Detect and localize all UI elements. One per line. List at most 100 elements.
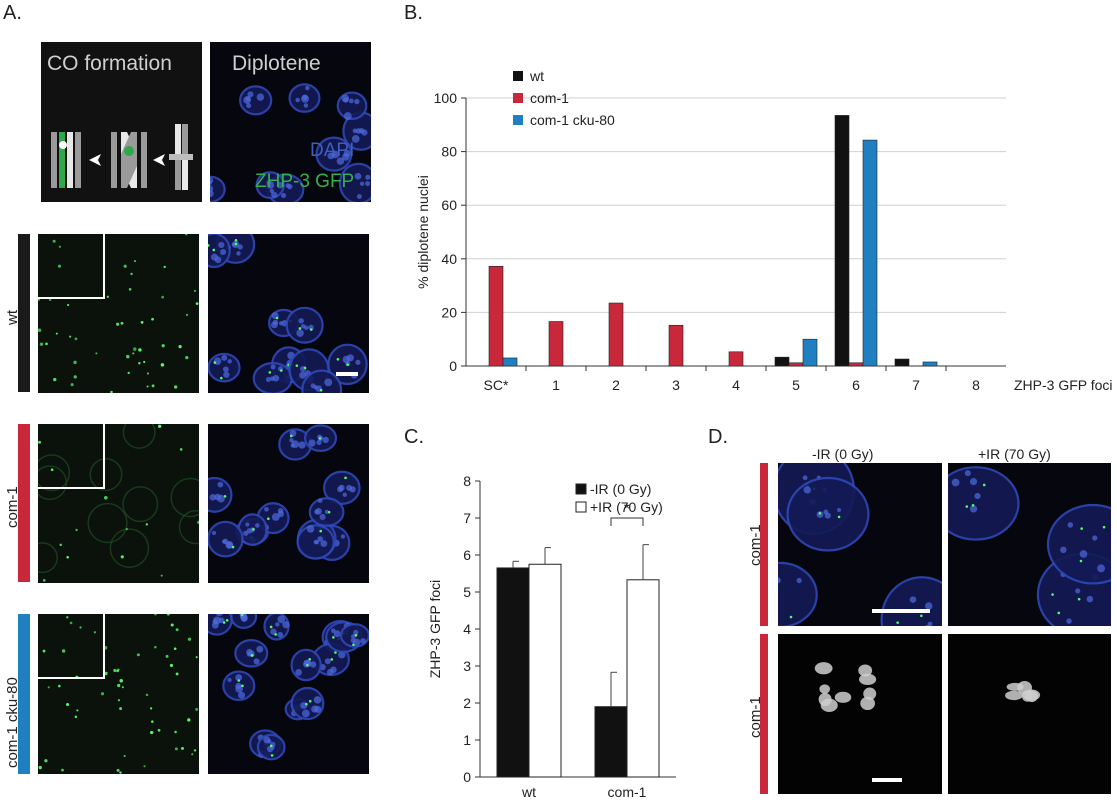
chromosome-body xyxy=(1005,690,1023,701)
chromatin xyxy=(336,157,345,165)
y-axis-label: ZHP-3 GFP foci xyxy=(427,580,443,679)
gfp-focus xyxy=(116,322,120,326)
chromatin xyxy=(269,188,274,194)
chromatin xyxy=(272,319,279,326)
chromosome-body xyxy=(860,696,875,711)
gfp-focus xyxy=(59,543,62,547)
bar xyxy=(668,324,684,367)
chromatin xyxy=(277,615,286,624)
chromatin xyxy=(1066,618,1072,624)
y-tick-label: 3 xyxy=(463,658,471,674)
chromatin xyxy=(1060,546,1067,554)
gfp-focus xyxy=(160,363,165,367)
gfp-focus xyxy=(74,337,78,341)
chromatin xyxy=(1092,535,1098,541)
gfp-focus xyxy=(50,468,54,472)
chromatin xyxy=(243,96,251,104)
y-tick-label: 0 xyxy=(463,769,471,785)
chromosome-body xyxy=(820,698,838,712)
gfp-focus xyxy=(195,656,198,659)
chromosome-body xyxy=(859,673,877,685)
y-axis-label: % diplotene nuclei xyxy=(415,175,431,289)
panel-c-label: C. xyxy=(404,426,424,448)
row-label-com1: com-1 xyxy=(4,486,21,528)
gfp-focus xyxy=(120,321,124,325)
gfp-focus xyxy=(100,692,105,696)
gfp-focus xyxy=(174,730,177,734)
panel-b-label: B. xyxy=(404,2,423,24)
row-label-wt: wt xyxy=(4,310,21,325)
gfp-focus xyxy=(125,354,130,359)
gfp-focus xyxy=(166,614,170,616)
row-label-com1-cku80: com-1 cku-80 xyxy=(4,677,21,768)
chromatin xyxy=(316,439,322,446)
chromosome-body xyxy=(834,691,852,703)
chromatin xyxy=(317,498,323,504)
d-dapi-no-ir xyxy=(778,634,942,794)
gfp-focus xyxy=(151,720,154,723)
gfp-focus xyxy=(119,707,123,711)
chromatin xyxy=(317,536,323,542)
chromatin xyxy=(241,616,247,622)
d-row-label-1: com-1 xyxy=(747,524,764,566)
panel-d-label: D. xyxy=(708,426,728,448)
gfp-focus xyxy=(117,699,121,702)
y-tick-label: 6 xyxy=(463,547,471,563)
gfp-focus xyxy=(231,545,235,549)
chromatin xyxy=(310,383,316,389)
chromatin xyxy=(220,249,227,256)
gfp-focus xyxy=(174,385,178,389)
gfp-focus xyxy=(1051,593,1054,596)
nucleus-outline xyxy=(170,477,199,518)
gfp-focus xyxy=(127,371,130,375)
gfp-focus xyxy=(58,245,61,248)
gfp-focus xyxy=(237,679,241,682)
gfp-focus xyxy=(116,669,119,673)
gfp-focus xyxy=(193,289,197,292)
gfp-focus xyxy=(93,631,97,634)
chromatin xyxy=(291,440,300,449)
inset-frame-com1 xyxy=(38,424,105,489)
chromatin xyxy=(1097,564,1106,573)
x-tick-label: wt xyxy=(521,784,536,800)
gfp-focus xyxy=(130,272,133,276)
gfp-focus xyxy=(132,352,135,355)
bar xyxy=(626,579,660,778)
gfp-focus xyxy=(160,574,163,577)
y-tick-label: 20 xyxy=(441,304,457,320)
chromatin xyxy=(927,621,933,626)
gfp-focus xyxy=(149,707,153,710)
gfp-focus xyxy=(140,321,144,324)
y-tick-label: 100 xyxy=(434,90,458,106)
chromatin xyxy=(222,539,227,544)
gfp-focus xyxy=(195,302,199,306)
gfp-focus xyxy=(69,335,72,338)
gfp-focus xyxy=(965,505,969,508)
bar xyxy=(502,357,518,367)
chromatin xyxy=(263,736,271,744)
gfp-focus xyxy=(42,649,46,653)
chromatin xyxy=(266,180,272,185)
gfp-focus xyxy=(305,702,308,706)
chromatin xyxy=(221,354,228,361)
gfp-focus xyxy=(104,495,108,500)
gfp-focus xyxy=(158,424,162,428)
chromatin xyxy=(351,135,360,143)
gfp-focus xyxy=(197,520,199,524)
gfp-focus xyxy=(74,715,78,719)
nucleus xyxy=(948,466,1020,541)
chromatin xyxy=(342,492,347,497)
nucleus xyxy=(210,175,226,202)
gfp-focus xyxy=(185,234,188,236)
gfp-focus xyxy=(213,361,217,364)
chromatin xyxy=(355,128,362,134)
gfp-focus xyxy=(223,494,227,498)
gfp-focus xyxy=(220,376,223,380)
gfp-focus xyxy=(66,616,69,619)
gfp-focus xyxy=(332,636,335,639)
chromatin xyxy=(969,478,978,486)
chromatin xyxy=(348,98,354,104)
co-formation-schematic: CO formation xyxy=(41,42,202,202)
chromatin xyxy=(246,103,252,109)
bar xyxy=(774,356,790,367)
